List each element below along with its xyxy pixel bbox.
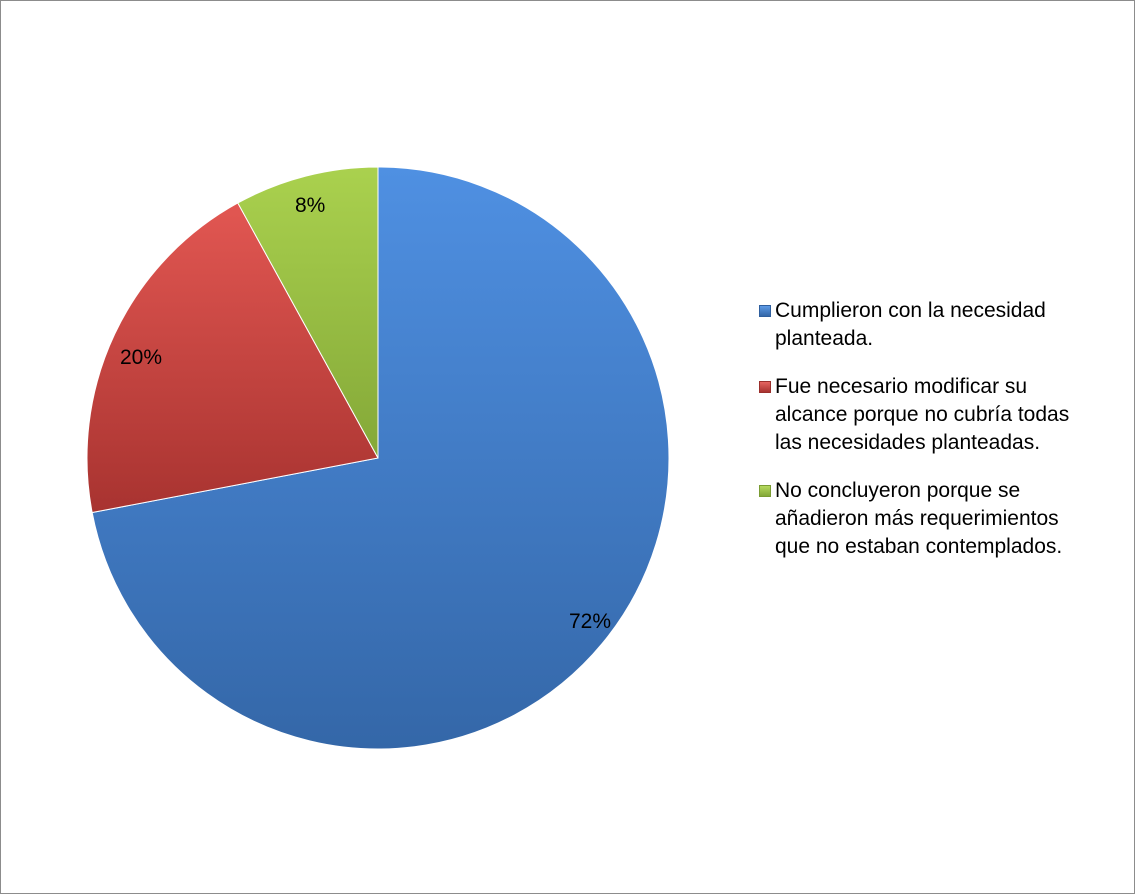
- legend-label-3: No concluyeron porque se añadieron más r…: [775, 479, 1063, 558]
- pie-data-labels: 72% 20% 8%: [120, 194, 611, 633]
- data-label-slice-3: 8%: [295, 194, 325, 217]
- legend-label-1: Cumplieron con la necesidad planteada.: [775, 299, 1046, 350]
- data-label-slice-2: 20%: [120, 346, 162, 369]
- pie-slices: [86, 166, 670, 750]
- data-label-slice-1: 72%: [569, 610, 611, 633]
- legend-swatch-blue: [759, 305, 771, 317]
- legend-item-3: No concluyeron porque se añadieron más r…: [759, 477, 1129, 561]
- legend-swatch-red: [759, 381, 771, 393]
- legend-swatch-green: [759, 485, 771, 497]
- pie-slice-1: [91, 166, 670, 750]
- pie-slice-2: [86, 202, 379, 514]
- legend-item-2: Fue necesario modificar su alcance porqu…: [759, 373, 1129, 457]
- pie-slice-3: [237, 166, 379, 459]
- legend: Cumplieron con la necesidad planteada. F…: [759, 297, 1129, 581]
- legend-label-2: Fue necesario modificar su alcance porqu…: [775, 375, 1070, 454]
- legend-item-1: Cumplieron con la necesidad planteada.: [759, 297, 1129, 353]
